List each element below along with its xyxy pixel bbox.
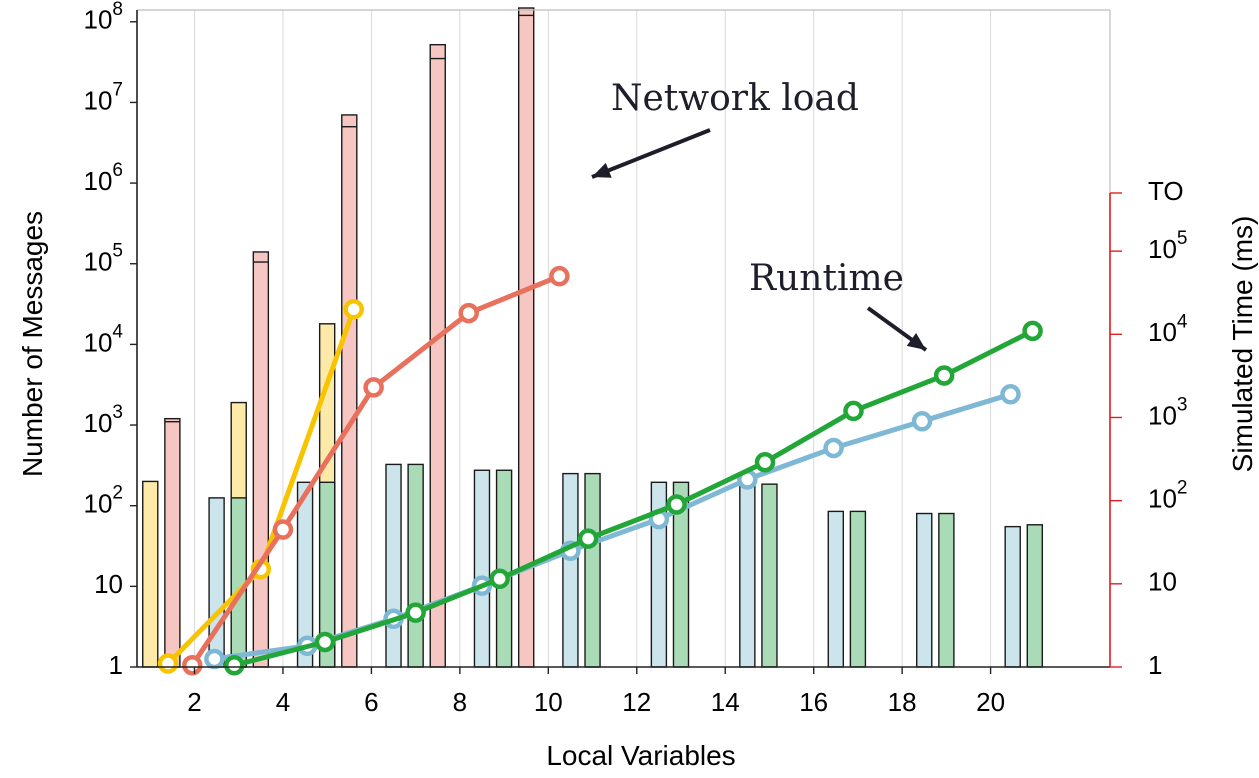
tick-layer: 110102103104105106107108110102103104105T… <box>84 0 1188 717</box>
bar-green-6 <box>407 463 424 668</box>
point-blue-2.45 <box>204 648 225 670</box>
y2-tick-label-10: 10 <box>1148 567 1177 597</box>
bar-blue-2 <box>208 497 225 668</box>
x-tick-label-4: 4 <box>276 687 290 717</box>
point-green-4.95 <box>314 631 336 653</box>
bar-salmon-2 <box>164 417 181 668</box>
x-tick-label-14: 14 <box>711 687 740 717</box>
point-green-8.9 <box>489 568 510 590</box>
y2-tick-label-10^5: 105 <box>1148 228 1188 264</box>
point-green-16.9 <box>843 400 864 422</box>
y-tick-label-10^8: 108 <box>84 0 124 35</box>
point-blue-20.45 <box>1000 384 1021 405</box>
point-green-14.9 <box>754 451 776 473</box>
y2-tick-label-TO: TO <box>1148 176 1184 206</box>
bar-salmon-4 <box>252 251 270 668</box>
annotation-runtime-arrow-head <box>906 332 926 350</box>
y-tick-label-10^5: 105 <box>84 241 124 277</box>
y-tick-label-10^6: 106 <box>84 160 124 196</box>
x-tick-label-16: 16 <box>799 687 828 717</box>
y2-tick-label-1: 1 <box>1148 650 1162 680</box>
x-axis-title: Local Variables <box>546 740 735 771</box>
bar-green-10 <box>584 472 601 668</box>
y2-axis-title: Simulated Time (ms) <box>1227 216 1258 473</box>
point-salmon-4 <box>272 519 294 540</box>
y2-tick-label-10^2: 102 <box>1148 478 1188 514</box>
y2-tick-label-10^3: 103 <box>1148 394 1188 430</box>
bar-blue-16 <box>827 510 845 668</box>
point-green-18.95 <box>933 365 955 386</box>
y-tick-label-10^3: 103 <box>84 402 124 438</box>
annotation-network-load: Network load <box>611 78 859 119</box>
y-tick-label-10: 10 <box>94 569 123 599</box>
y-tick-label-10^4: 104 <box>84 321 124 357</box>
point-salmon-6.05 <box>363 377 384 398</box>
frame-layer <box>136 9 1111 668</box>
bar-green-18 <box>938 512 955 668</box>
point-yellow-1.4 <box>157 653 179 674</box>
x-tick-label-8: 8 <box>453 687 467 717</box>
annotation-layer: Network load Runtime <box>591 78 928 352</box>
point-green-20.95 <box>1022 320 1043 342</box>
line-green <box>231 328 1036 668</box>
y-tick-label-1: 1 <box>109 650 123 680</box>
point-green-10.9 <box>577 528 599 549</box>
bar-green-14 <box>761 483 778 668</box>
bar-green-2 <box>230 497 247 668</box>
point-salmon-10.25 <box>549 265 570 287</box>
point-yellow-5.6 <box>343 299 364 320</box>
annotation-runtime: Runtime <box>749 258 904 299</box>
bar-green-16 <box>849 510 867 668</box>
point-green-2.9 <box>224 654 245 676</box>
x-tick-label-2: 2 <box>187 687 201 717</box>
bar-blue-18 <box>916 512 933 668</box>
bar-green-20 <box>1026 524 1044 668</box>
point-salmon-8.2 <box>458 302 479 324</box>
bar-blue-14 <box>739 483 756 668</box>
bar-salmon-8 <box>429 43 446 668</box>
bar-blue-8 <box>473 469 491 668</box>
x-tick-label-12: 12 <box>622 687 651 717</box>
line-layer <box>157 265 1043 676</box>
bar-blue-6 <box>385 463 402 668</box>
bar-blue-10 <box>562 472 579 668</box>
x-tick-label-18: 18 <box>888 687 917 717</box>
bar-yellow-2 <box>142 480 159 668</box>
y-tick-label-10^7: 107 <box>84 79 124 115</box>
annotation-network-load-arrow-head <box>592 162 612 178</box>
x-tick-label-6: 6 <box>364 687 378 717</box>
point-salmon-1.95 <box>182 654 203 676</box>
x-tick-label-10: 10 <box>534 687 563 717</box>
point-green-12.9 <box>666 494 687 515</box>
bar-blue-20 <box>1004 525 1021 668</box>
y2-tick-label-10^4: 104 <box>1148 311 1188 347</box>
bar-salmon-6 <box>341 114 358 668</box>
x-tick-label-20: 20 <box>976 687 1005 717</box>
point-blue-16.45 <box>823 437 844 459</box>
grid-layer <box>193 10 992 667</box>
point-green-7 <box>405 602 426 623</box>
y-tick-label-10^2: 102 <box>84 483 124 519</box>
annotation-network-load-arrow-shaft <box>591 128 711 179</box>
y-axis-title: Number of Messages <box>17 211 48 477</box>
point-blue-18.45 <box>911 411 933 432</box>
